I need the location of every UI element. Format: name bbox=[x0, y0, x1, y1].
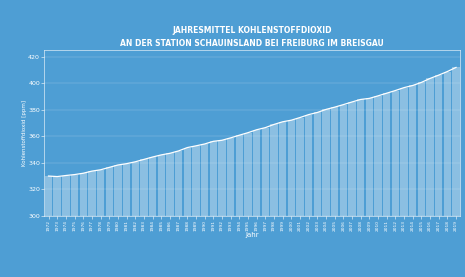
Bar bbox=[400, 88, 408, 216]
Bar bbox=[114, 165, 121, 216]
Bar bbox=[192, 146, 199, 216]
Bar bbox=[62, 176, 70, 216]
Bar bbox=[357, 99, 364, 216]
Bar bbox=[106, 167, 113, 216]
Bar bbox=[322, 109, 330, 216]
Bar bbox=[175, 151, 182, 216]
Bar bbox=[270, 124, 278, 216]
Bar bbox=[53, 176, 61, 216]
Bar bbox=[45, 176, 52, 216]
Bar bbox=[184, 148, 191, 216]
Bar bbox=[392, 91, 399, 216]
Bar bbox=[409, 86, 416, 216]
Bar bbox=[140, 160, 147, 216]
Bar bbox=[71, 175, 78, 216]
Bar bbox=[383, 93, 390, 216]
Title: JAHRESMITTEL KOHLENSTOFFDIOXID
AN DER STATION SCHAUINSLAND BEI FREIBURG IM BREIS: JAHRESMITTEL KOHLENSTOFFDIOXID AN DER ST… bbox=[120, 26, 384, 48]
Bar bbox=[166, 153, 173, 216]
X-axis label: Jahr: Jahr bbox=[246, 232, 259, 238]
Bar bbox=[348, 102, 356, 216]
Bar bbox=[88, 171, 95, 216]
Bar bbox=[331, 107, 339, 216]
Bar bbox=[426, 78, 434, 216]
Bar bbox=[296, 117, 304, 216]
Bar bbox=[253, 130, 260, 216]
Bar bbox=[80, 173, 87, 216]
Bar bbox=[374, 96, 382, 216]
Bar bbox=[236, 135, 243, 216]
Bar bbox=[244, 133, 252, 216]
Bar bbox=[435, 75, 442, 216]
Bar bbox=[97, 170, 104, 216]
Bar bbox=[201, 144, 208, 216]
Bar bbox=[218, 140, 226, 216]
Bar bbox=[123, 164, 130, 216]
Bar bbox=[279, 122, 286, 216]
Bar bbox=[287, 120, 295, 216]
Bar bbox=[339, 105, 347, 216]
Bar bbox=[210, 141, 217, 216]
Bar bbox=[158, 155, 165, 216]
Bar bbox=[452, 67, 460, 216]
Bar bbox=[418, 83, 425, 216]
Bar bbox=[365, 98, 373, 216]
Bar bbox=[149, 157, 156, 216]
Bar bbox=[444, 71, 451, 216]
Bar bbox=[262, 128, 269, 216]
Bar bbox=[132, 162, 139, 216]
Bar bbox=[313, 112, 321, 216]
Y-axis label: Kohlenstoffdioxid [ppm]: Kohlenstoffdioxid [ppm] bbox=[22, 100, 27, 166]
Bar bbox=[305, 115, 312, 216]
Bar bbox=[227, 138, 234, 216]
